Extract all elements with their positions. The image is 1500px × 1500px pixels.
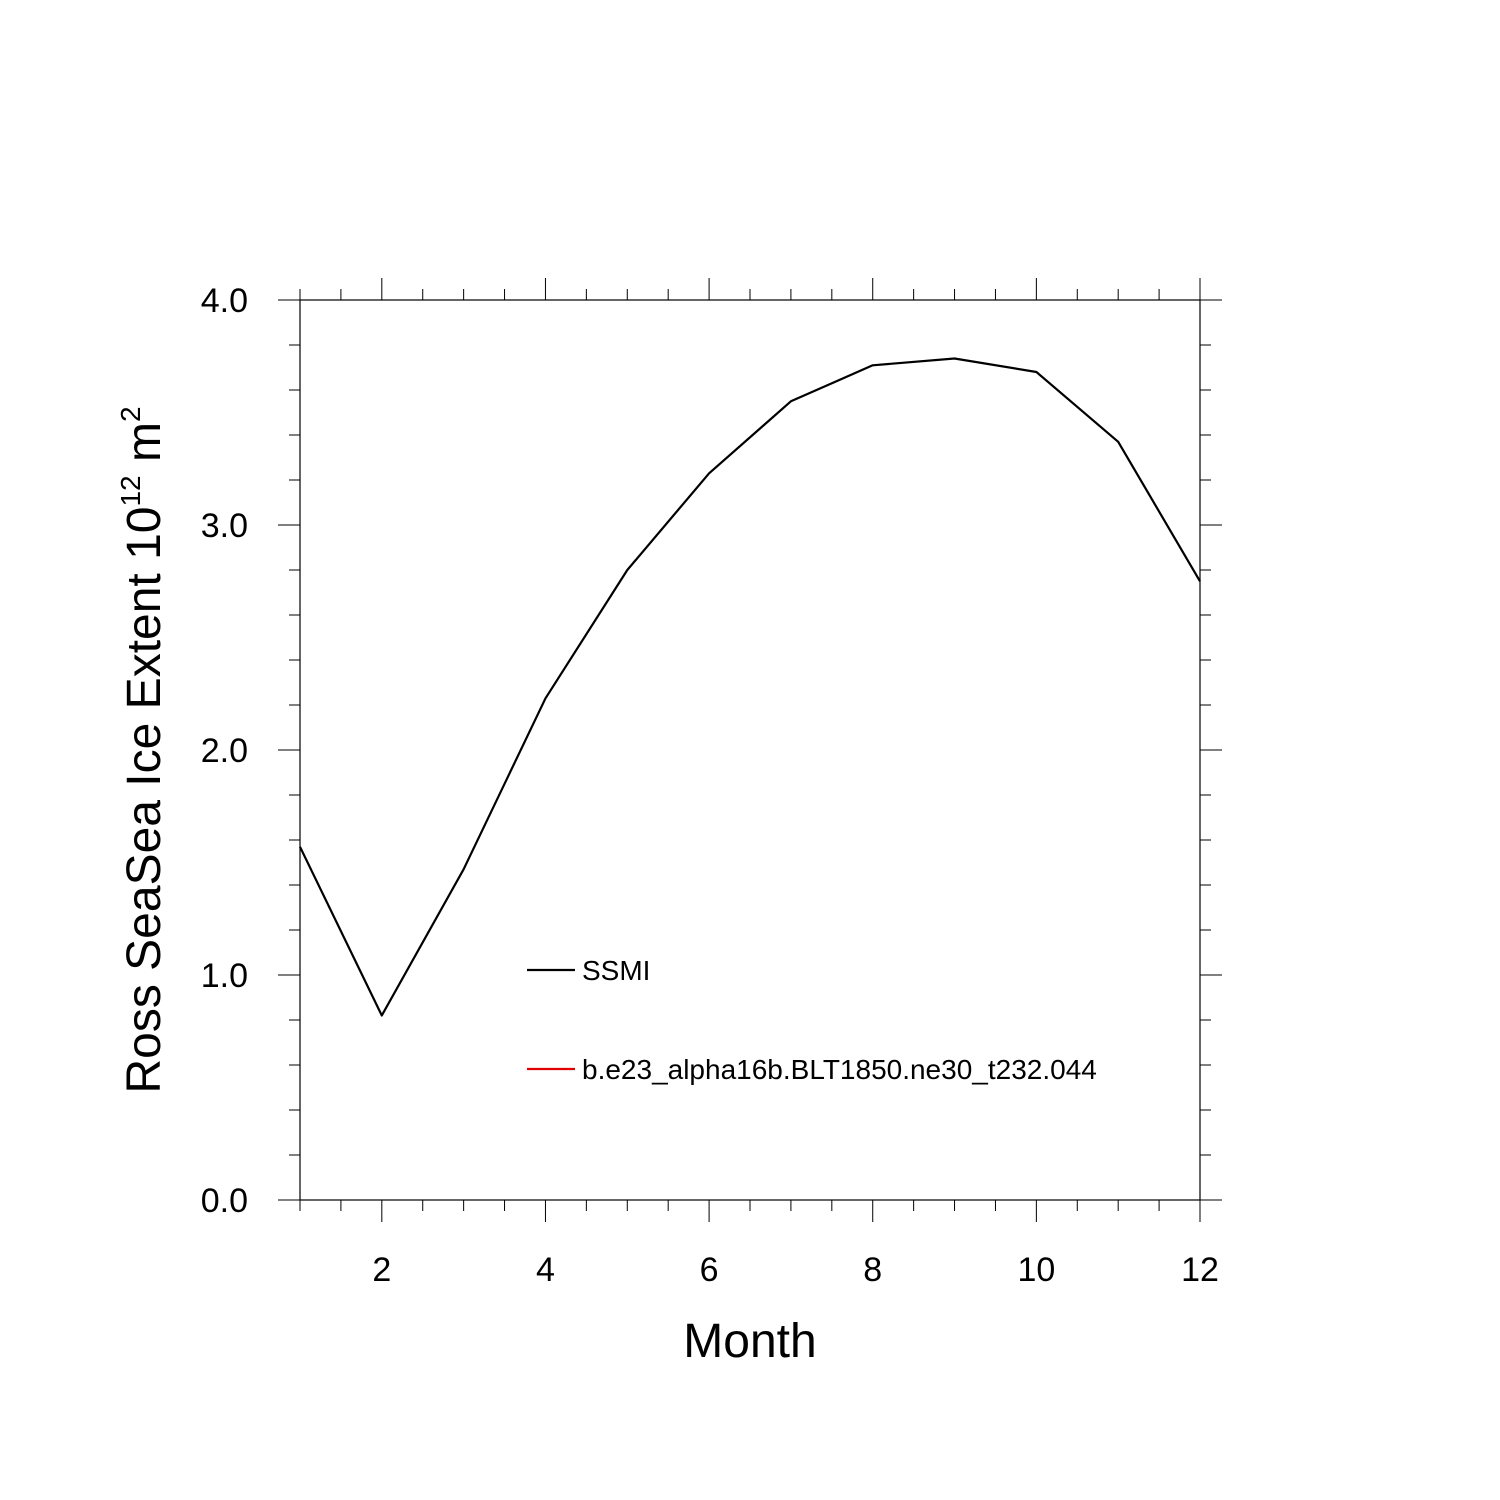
y-tick-label: 3.0 [201, 507, 248, 545]
y-tick-label: 0.0 [201, 1182, 248, 1220]
series-line-ssmi [299, 357, 1201, 1017]
series-lines [299, 357, 1201, 1017]
legend-label: SSMI [582, 955, 650, 986]
y-axis-title-exponent: 12 [115, 475, 146, 506]
x-tick-label: 6 [700, 1251, 719, 1289]
y-axis-title-unit-exponent: 2 [115, 406, 146, 422]
y-axis-title-prefix: Ross SeaSea Ice Extent 10 [118, 507, 171, 1094]
x-tick-label: 8 [863, 1251, 882, 1289]
y-tick-label: 1.0 [201, 957, 248, 995]
legend-label: b.e23_alpha16b.BLT1850.ne30_t232.044 [582, 1054, 1097, 1085]
tick-labels: 2 4 6 8 10 12 0.0 1.0 2.0 3.0 4.0 [201, 282, 1219, 1289]
y-axis-title: Ross SeaSea Ice Extent 1012 m2 [115, 406, 171, 1093]
x-tick-label: 10 [1017, 1251, 1055, 1289]
x-axis-title: Month [683, 1315, 816, 1368]
y-tick-label: 2.0 [201, 732, 248, 770]
y-axis-title-unit: m [118, 422, 171, 475]
x-tick-label: 2 [372, 1251, 391, 1289]
x-tick-label: 4 [536, 1251, 555, 1289]
legend: SSMI b.e23_alpha16b.BLT1850.ne30_t232.044 [527, 955, 1097, 1085]
y-tick-label: 4.0 [201, 282, 248, 320]
axis-ticks [278, 278, 1222, 1222]
x-tick-label: 12 [1181, 1251, 1219, 1289]
